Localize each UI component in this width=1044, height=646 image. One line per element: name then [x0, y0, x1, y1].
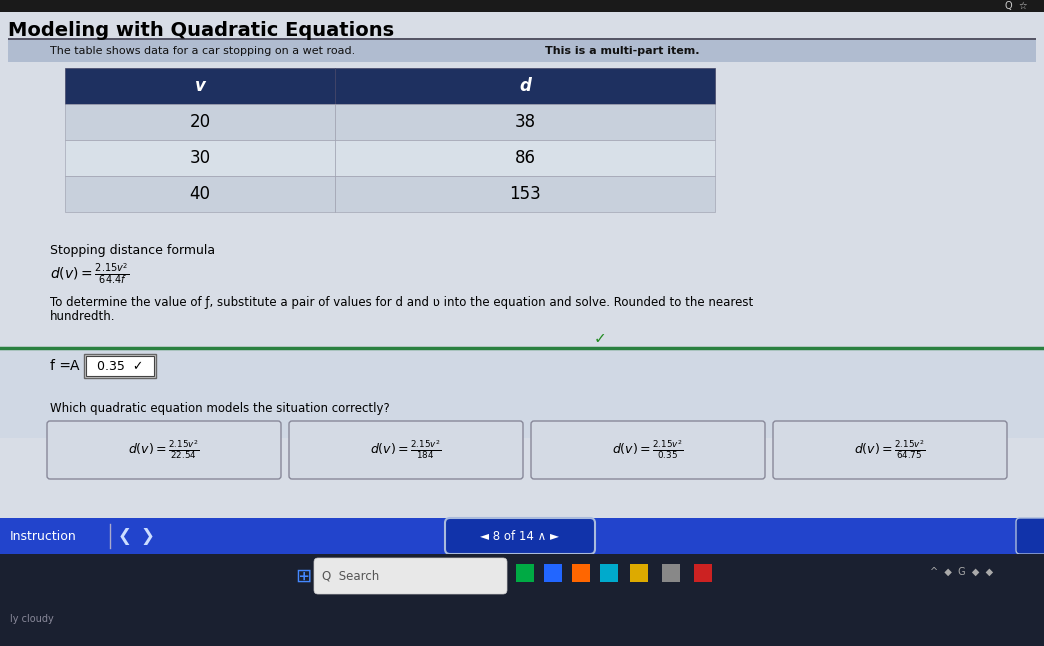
- Bar: [694, 564, 712, 582]
- Text: Stopping distance formula: Stopping distance formula: [50, 244, 215, 257]
- Text: hundredth.: hundredth.: [50, 310, 116, 323]
- FancyBboxPatch shape: [47, 421, 281, 479]
- Text: To determine the value of ƒ, substitute a pair of values for d and ʋ into the eq: To determine the value of ƒ, substitute …: [50, 296, 754, 309]
- Text: 40: 40: [190, 185, 211, 203]
- Text: The table shows data for a car stopping on a wet road.: The table shows data for a car stopping …: [50, 46, 355, 56]
- Bar: [0, 0, 1044, 12]
- FancyBboxPatch shape: [289, 421, 523, 479]
- Bar: [335, 140, 715, 176]
- Text: ◄ 8 of 14 ∧ ►: ◄ 8 of 14 ∧ ►: [480, 530, 560, 543]
- Bar: [65, 176, 335, 212]
- Text: Q  Search: Q Search: [322, 570, 379, 583]
- Text: ✓: ✓: [594, 331, 607, 346]
- FancyBboxPatch shape: [1016, 518, 1044, 554]
- Bar: [662, 564, 680, 582]
- Text: d: d: [519, 77, 531, 95]
- Text: Q  ☆: Q ☆: [1005, 1, 1027, 11]
- Bar: [65, 68, 335, 104]
- Bar: [0, 0, 1044, 530]
- Text: ❯: ❯: [140, 527, 153, 545]
- Bar: [86, 356, 155, 376]
- Text: A: A: [70, 359, 79, 373]
- Bar: [0, 518, 1044, 554]
- FancyBboxPatch shape: [314, 558, 507, 594]
- Text: 153: 153: [509, 185, 541, 203]
- Text: $d(v) = \frac{2.15v^2}{64.4f}$: $d(v) = \frac{2.15v^2}{64.4f}$: [50, 262, 129, 287]
- Bar: [8, 38, 1036, 40]
- Bar: [65, 104, 335, 140]
- Text: f =: f =: [50, 359, 71, 373]
- Bar: [516, 564, 533, 582]
- Bar: [335, 104, 715, 140]
- Bar: [600, 564, 618, 582]
- Bar: [335, 68, 715, 104]
- Text: $d(v) = \frac{2.15v^2}{0.35}$: $d(v) = \frac{2.15v^2}{0.35}$: [612, 439, 684, 461]
- Bar: [0, 348, 1044, 438]
- Text: 20: 20: [189, 113, 211, 131]
- Bar: [544, 564, 562, 582]
- Bar: [65, 140, 335, 176]
- Text: $d(v) = \frac{2.15v^2}{22.54}$: $d(v) = \frac{2.15v^2}{22.54}$: [128, 439, 199, 461]
- Text: ❮: ❮: [118, 527, 132, 545]
- Text: Modeling with Quadratic Equations: Modeling with Quadratic Equations: [8, 21, 395, 39]
- Text: 0.35  ✓: 0.35 ✓: [97, 360, 143, 373]
- Bar: [630, 564, 648, 582]
- Bar: [0, 554, 1044, 646]
- Text: ^  ◆  G  ◆  ◆: ^ ◆ G ◆ ◆: [930, 567, 993, 577]
- Bar: [8, 40, 1036, 62]
- Text: 38: 38: [515, 113, 536, 131]
- Bar: [572, 564, 590, 582]
- Text: v: v: [194, 77, 206, 95]
- Text: This is a multi-part item.: This is a multi-part item.: [545, 46, 699, 56]
- FancyBboxPatch shape: [773, 421, 1007, 479]
- Text: ly cloudy: ly cloudy: [10, 614, 53, 624]
- Text: ⊞: ⊞: [295, 567, 311, 585]
- Bar: [84, 354, 156, 378]
- FancyBboxPatch shape: [531, 421, 765, 479]
- Text: Which quadratic equation models the situation correctly?: Which quadratic equation models the situ…: [50, 402, 389, 415]
- Text: 86: 86: [515, 149, 536, 167]
- Text: 30: 30: [189, 149, 211, 167]
- Bar: [335, 176, 715, 212]
- Text: Instruction: Instruction: [10, 530, 77, 543]
- Text: $d(v) = \frac{2.15v^2}{64.75}$: $d(v) = \frac{2.15v^2}{64.75}$: [854, 439, 926, 461]
- FancyBboxPatch shape: [445, 518, 595, 554]
- Text: $d(v) = \frac{2.15v^2}{184}$: $d(v) = \frac{2.15v^2}{184}$: [371, 439, 442, 461]
